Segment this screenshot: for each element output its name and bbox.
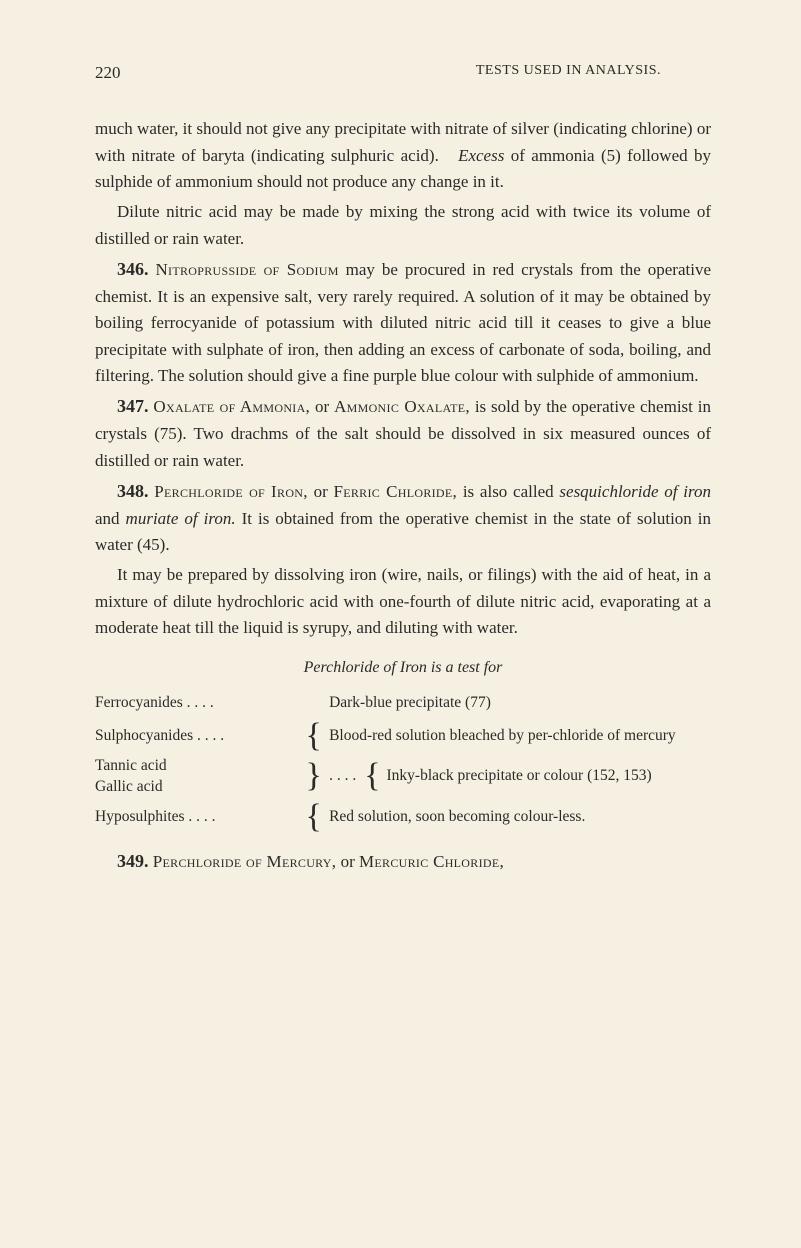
brace-icon: {: [298, 800, 329, 834]
brace-icon: {: [298, 719, 329, 753]
tannic-dots: . . . .: [329, 764, 356, 788]
section-349-mid: or: [336, 852, 359, 871]
section-349-num: 349.: [117, 851, 149, 871]
test-list: Ferrocyanides . . . . Dark-blue precipit…: [95, 690, 711, 834]
hyposulphites-result: Red solution, soon becoming colour-less.: [329, 805, 711, 829]
list-row: Tannic acid Gallic acid } . . . . { Inky…: [95, 755, 711, 798]
section-348-mid: or: [308, 482, 334, 501]
ferrocyanides-result: Dark-blue precipitate (77): [329, 690, 711, 716]
section-347-mid: or: [310, 397, 334, 416]
paragraph-1: much water, it should not give any preci…: [95, 116, 711, 195]
ferrocyanides-label: Ferrocyanides . . . .: [95, 690, 298, 716]
section-347: 347. Oxalate of Ammonia, or Ammonic Oxal…: [95, 393, 711, 474]
section-348: 348. Perchloride of Iron, or Ferric Chlo…: [95, 478, 711, 559]
hyposulphites-label: Hyposulphites . . . .: [95, 806, 298, 828]
section-348-para2: It may be prepared by dissolving iron (w…: [95, 562, 711, 641]
section-347-num: 347.: [117, 396, 149, 416]
gallic-acid-label: Gallic acid: [95, 776, 298, 798]
page-number: 220: [95, 60, 121, 86]
list-row: Sulphocyanides . . . . { Blood-red solut…: [95, 719, 711, 753]
subtitle: Perchloride of Iron is a test for: [95, 656, 711, 681]
list-row: Hyposulphites . . . . { Red solution, so…: [95, 800, 711, 834]
brace-icon: {: [364, 759, 380, 793]
sulphocyanides-label: Sulphocyanides . . . .: [95, 725, 298, 747]
section-349-caption-2: Mercuric Chloride,: [359, 852, 504, 871]
section-348-text-1: is also called: [457, 482, 559, 501]
section-346-num: 346.: [117, 259, 149, 279]
section-349-caption-1: Perchloride of Mercury,: [153, 852, 337, 871]
section-348-caption-1: Perchloride of Iron,: [154, 482, 308, 501]
section-346-caption: Nitroprusside of Sodium: [155, 260, 338, 279]
section-347-caption-2: Ammonic Oxalate,: [334, 397, 470, 416]
header-title: TESTS USED IN ANALYSIS.: [476, 60, 661, 86]
list-row: Ferrocyanides . . . . Dark-blue precipit…: [95, 690, 711, 716]
tannic-acid-label: Tannic acid: [95, 755, 298, 777]
brace-icon: }: [298, 759, 329, 793]
section-347-caption-1: Oxalate of Ammonia,: [153, 397, 310, 416]
section-348-italic-1: sesquichloride of iron: [559, 482, 711, 501]
section-348-num: 348.: [117, 481, 149, 501]
tannic-result: Inky-black precipitate or colour (152, 1…: [387, 764, 652, 788]
sulphocyanides-result: Blood-red solution bleached by per-chlor…: [329, 724, 711, 748]
section-348-caption-2: Ferric Chloride,: [333, 482, 457, 501]
section-349: 349. Perchloride of Mercury, or Mercuric…: [95, 848, 711, 876]
section-346: 346. Nitroprusside of Sodium may be proc…: [95, 256, 711, 389]
section-348-italic-2: muriate of iron.: [126, 509, 236, 528]
section-348-text-2: and: [95, 509, 126, 528]
para1-italic: Excess: [458, 146, 504, 165]
paragraph-2: Dilute nitric acid may be made by mixing…: [95, 199, 711, 252]
